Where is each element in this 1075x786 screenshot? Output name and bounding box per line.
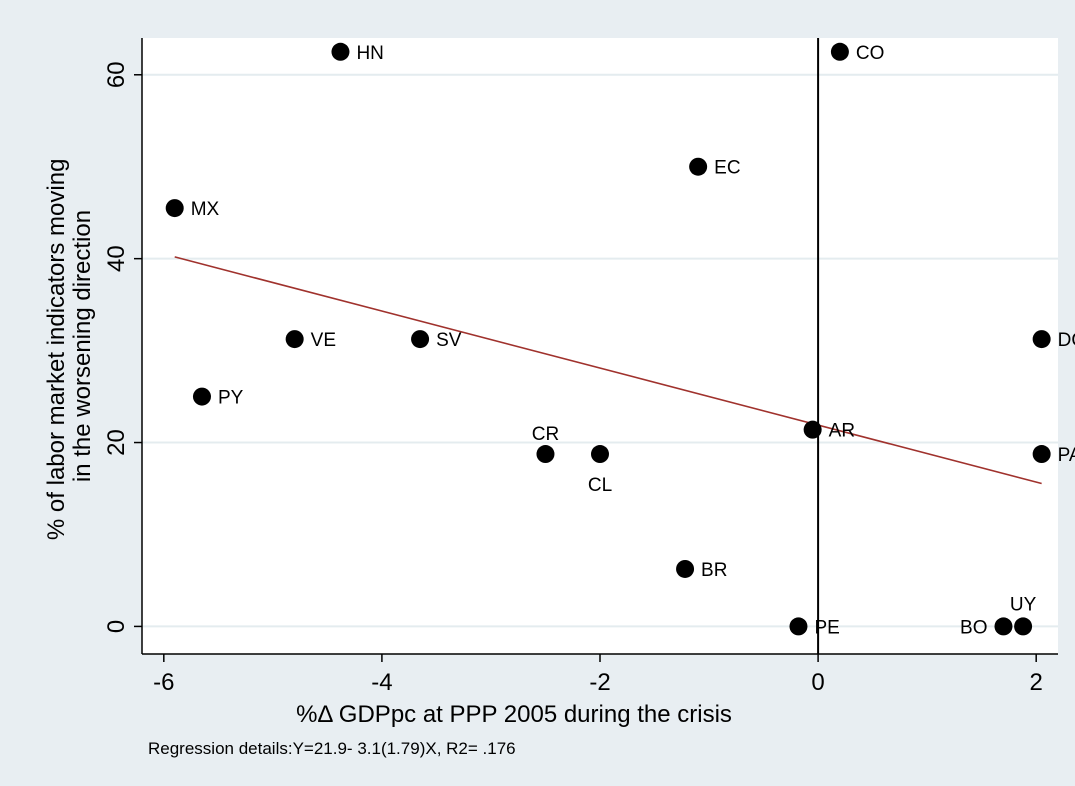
point-label-br: BR [701,560,727,581]
data-point-do [1032,330,1051,349]
point-label-mx: MX [191,199,220,220]
data-point-pe [789,617,808,636]
x-tick-label--4: -4 [371,669,392,696]
point-labels: HN CO EC MX VE SV DO PY AR CR CL PA BR PE BO UY [191,43,1075,639]
data-point-mx [165,199,184,218]
axes: 0 20 40 60 -6 -4 -2 0 2 [103,38,1058,696]
y-tick-label-40: 40 [103,245,130,272]
y-tick-label-0: 0 [103,620,130,633]
fit-line-layer [174,256,1042,485]
regression-fit-line [174,256,1042,485]
data-point-uy [1014,617,1033,636]
point-label-cr: CR [532,424,559,445]
point-label-py: PY [218,388,244,409]
y-tick-label-60: 60 [103,61,130,88]
point-label-bo: BO [960,617,987,638]
y-axis-title-line-2: in the worsening direction [69,210,96,482]
point-label-co: CO [856,43,885,64]
data-point-hn [331,42,350,61]
point-label-ec: EC [714,158,740,179]
data-point-br [676,559,695,578]
point-label-hn: HN [356,43,383,64]
point-label-ar: AR [829,421,855,442]
x-tick-label--6: -6 [153,669,174,696]
data-point-sv [411,330,430,349]
data-point-ar [803,420,822,439]
data-point-co [830,42,849,61]
point-label-do: DO [1058,330,1075,351]
point-label-uy: UY [1010,594,1037,615]
data-point-ec [689,157,708,176]
data-point-bo [994,617,1013,636]
data-point-cr [536,445,555,464]
y-tick-label-20: 20 [103,429,130,456]
point-label-pa: PA [1058,445,1075,466]
x-tick-label-0: 0 [811,669,824,696]
point-label-ve: VE [311,330,336,351]
point-label-cl: CL [588,475,612,496]
data-point-pa [1032,445,1051,464]
point-label-pe: PE [814,617,839,638]
y-axis-title: % of labor market indicators moving in t… [43,152,96,540]
data-point-ve [285,330,304,349]
point-label-sv: SV [436,330,462,351]
y-axis-title-line-1: % of labor market indicators moving [43,159,70,541]
x-tick-label--2: -2 [589,669,610,696]
data-point-cl [591,445,609,464]
plot-area [142,38,1058,654]
x-axis-title: %Δ GDPpc at PPP 2005 during the crisis [296,701,732,728]
data-point-py [192,387,211,406]
regression-note: Regression details:Y=21.9- 3.1(1.79)X, R… [148,739,516,758]
x-tick-label-2: 2 [1030,669,1043,696]
data-points [165,42,1051,636]
gridlines [142,73,1058,628]
